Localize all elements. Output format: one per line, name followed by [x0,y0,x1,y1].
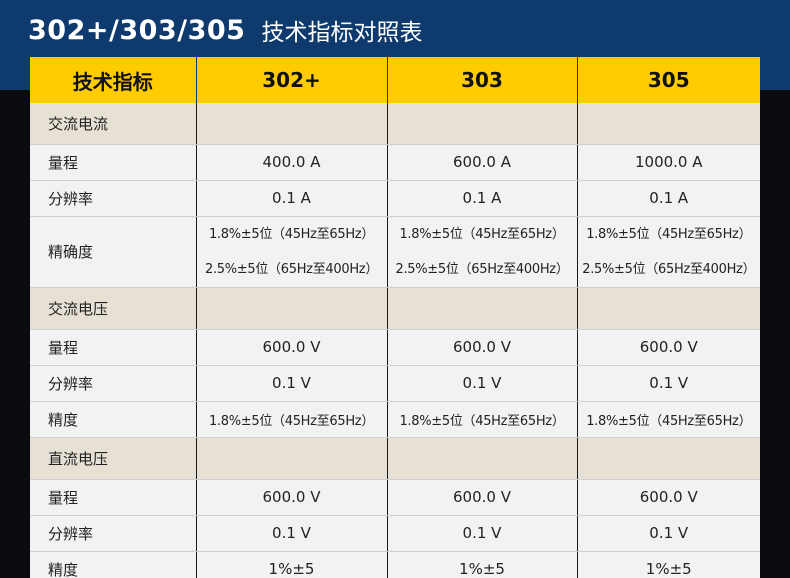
section-cell [387,103,578,145]
table-cell: 1000.0 A [577,144,760,181]
table-cell: 600.0 V [387,479,578,516]
accuracy-line: 1.8%±5位（45Hz至65Hz） [399,226,565,242]
table-cell: 600.0 V [577,479,760,516]
table-cell: 0.1 V [387,515,578,552]
table-cell: 600.0 V [196,479,388,516]
accuracy-line: 1.8%±5位（45Hz至65Hz） [586,226,752,242]
row-label: 量程 [30,479,197,516]
row-label: 量程 [30,144,197,181]
title-models: 302+/303/305 [28,14,246,46]
table-cell: 1%±5 [387,551,578,578]
table-row: 分辨率 0.1 V 0.1 V 0.1 V [30,515,760,552]
page-title: 302+/303/305 技术指标对照表 [28,10,422,50]
section-row: 交流电流 [30,103,760,145]
accuracy-line: 2.5%±5位（65Hz至400Hz） [204,261,379,277]
table-row: 精度 1.8%±5位（45Hz至65Hz） 1.8%±5位（45Hz至65Hz）… [30,401,760,438]
table-row: 精确度 1.8%±5位（45Hz至65Hz） 2.5%±5位（65Hz至400H… [30,216,760,288]
table-cell: 1%±5 [577,551,760,578]
table-cell: 0.1 A [577,180,760,217]
table-cell: 600.0 V [387,329,578,366]
accuracy-line: 2.5%±5位（65Hz至400Hz） [582,261,756,277]
section-cell [196,287,388,330]
section-label: 直流电压 [30,437,197,480]
section-cell [387,437,578,480]
table-cell: 1.8%±5位（45Hz至65Hz） 2.5%±5位（65Hz至400Hz） [387,216,578,288]
table-cell: 0.1 V [577,365,760,402]
table-cell: 1.8%±5位（45Hz至65Hz） [577,401,760,438]
table-header-row: 技术指标 302+ 303 305 [30,57,760,103]
table-row: 精度 1%±5 1%±5 1%±5 [30,551,760,578]
section-cell [577,103,760,145]
section-cell [196,437,388,480]
table-cell: 1.8%±5位（45Hz至65Hz） 2.5%±5位（65Hz至400Hz） [577,216,760,288]
row-label: 精确度 [30,216,197,288]
table-cell: 0.1 V [196,515,388,552]
table-cell: 600.0 V [196,329,388,366]
accuracy-line: 1.8%±5位（45Hz至65Hz） [208,226,375,242]
table-cell: 0.1 V [196,365,388,402]
section-cell [387,287,578,330]
table-cell: 0.1 A [387,180,578,217]
row-label: 分辨率 [30,515,197,552]
table-cell: 0.1 V [387,365,578,402]
section-row: 直流电压 [30,437,760,480]
section-cell [577,287,760,330]
table-row: 分辨率 0.1 A 0.1 A 0.1 A [30,180,760,217]
table-cell: 0.1 A [196,180,388,217]
table-cell: 1%±5 [196,551,388,578]
column-header-302plus: 302+ [196,57,388,103]
section-row: 交流电压 [30,287,760,330]
table-cell: 400.0 A [196,144,388,181]
section-cell [577,437,760,480]
table-row: 量程 600.0 V 600.0 V 600.0 V [30,479,760,516]
spec-table: 技术指标 302+ 303 305 交流电流 量程 400.0 A 600.0 … [30,57,760,578]
column-header-305: 305 [577,57,760,103]
column-header-303: 303 [387,57,578,103]
table-cell: 1.8%±5位（45Hz至65Hz） [196,401,388,438]
row-label: 精度 [30,401,197,438]
column-header-spec: 技术指标 [30,57,197,103]
row-label: 分辨率 [30,180,197,217]
row-label: 分辨率 [30,365,197,402]
table-row: 量程 400.0 A 600.0 A 1000.0 A [30,144,760,181]
accuracy-line: 2.5%±5位（65Hz至400Hz） [395,261,569,277]
section-cell [196,103,388,145]
table-row: 分辨率 0.1 V 0.1 V 0.1 V [30,365,760,402]
table-row: 量程 600.0 V 600.0 V 600.0 V [30,329,760,366]
table-cell: 1.8%±5位（45Hz至65Hz） 2.5%±5位（65Hz至400Hz） [196,216,388,288]
table-cell: 1.8%±5位（45Hz至65Hz） [387,401,578,438]
row-label: 精度 [30,551,197,578]
row-label: 量程 [30,329,197,366]
section-label: 交流电流 [30,103,197,145]
section-label: 交流电压 [30,287,197,330]
table-cell: 600.0 V [577,329,760,366]
table-cell: 0.1 V [577,515,760,552]
table-cell: 600.0 A [387,144,578,181]
title-text: 技术指标对照表 [261,20,423,46]
